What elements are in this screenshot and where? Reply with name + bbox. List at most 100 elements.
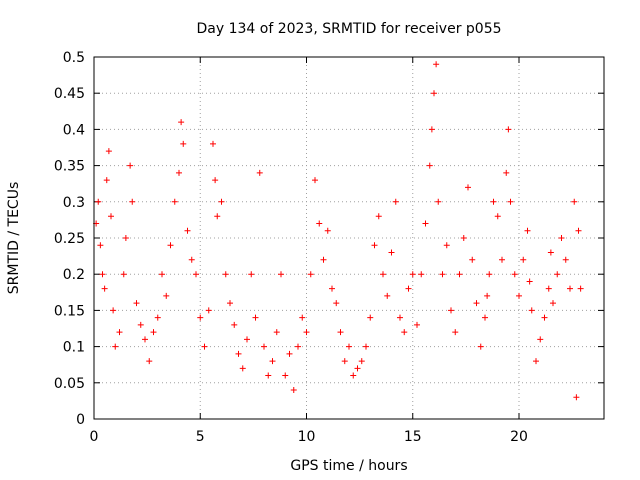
data-point: [533, 358, 539, 365]
data-point: [409, 271, 416, 278]
data-point: [261, 343, 267, 350]
data-point: [120, 271, 127, 278]
data-point: [171, 198, 178, 205]
data-point: [116, 329, 123, 336]
data-point: [363, 343, 369, 350]
data-point: [550, 300, 556, 307]
data-point: [503, 169, 510, 176]
data-point: [375, 213, 382, 220]
data-point: [159, 271, 165, 278]
data-point: [537, 336, 544, 343]
data-point: [575, 227, 582, 234]
data-point: [193, 271, 199, 278]
data-point: [333, 300, 340, 307]
data-point: [180, 140, 187, 147]
data-point: [205, 307, 212, 314]
data-point: [167, 242, 174, 249]
data-point: [380, 271, 386, 278]
data-point: [545, 285, 552, 292]
data-point: [388, 249, 395, 256]
data-point: [163, 292, 170, 299]
data-point: [312, 177, 318, 184]
data-point: [178, 119, 185, 126]
data-point: [371, 242, 378, 249]
y-tick-label: 0.05: [54, 376, 85, 392]
data-point: [146, 358, 153, 365]
data-point: [303, 329, 310, 336]
data-point: [516, 292, 522, 299]
data-point: [235, 350, 242, 357]
data-point: [346, 343, 352, 350]
points-layer: [93, 61, 584, 401]
data-point: [428, 126, 435, 133]
data-point: [465, 184, 471, 191]
data-point: [127, 162, 134, 169]
data-point: [511, 271, 518, 278]
data-point: [524, 227, 531, 234]
data-point: [95, 198, 102, 205]
data-point: [239, 365, 246, 372]
data-point: [142, 336, 148, 343]
data-point: [99, 271, 106, 278]
data-point: [150, 329, 157, 336]
data-point: [392, 198, 399, 205]
data-point: [405, 285, 412, 292]
data-point: [431, 90, 437, 97]
data-point: [426, 162, 433, 169]
data-point: [562, 256, 569, 263]
data-point: [105, 148, 112, 155]
data-point: [358, 358, 365, 365]
data-point: [218, 198, 225, 205]
data-point: [103, 177, 110, 184]
data-point: [324, 227, 331, 234]
data-point: [214, 213, 221, 220]
data-point: [443, 242, 450, 249]
data-point: [484, 292, 491, 299]
x-tick-label: 20: [510, 429, 528, 445]
data-point: [452, 329, 459, 336]
y-tick-label: 0.15: [54, 303, 85, 319]
data-point: [526, 278, 533, 285]
data-point: [469, 256, 476, 263]
y-tick-label: 0.4: [63, 122, 85, 138]
data-point: [108, 213, 114, 220]
data-point: [101, 285, 108, 292]
data-point: [482, 314, 488, 321]
data-point: [460, 235, 467, 241]
x-tick-label: 0: [90, 429, 99, 445]
y-tick-label: 0: [76, 412, 85, 428]
data-point: [435, 198, 442, 205]
data-point: [278, 271, 284, 278]
data-point: [520, 256, 527, 263]
data-point: [201, 343, 208, 350]
data-point: [477, 343, 484, 350]
y-tick-label: 0.1: [63, 340, 85, 356]
data-point: [252, 314, 259, 321]
data-point: [414, 321, 420, 328]
data-point: [384, 292, 391, 299]
data-point: [222, 271, 229, 278]
data-point: [212, 177, 219, 184]
y-tick-label: 0.45: [54, 86, 85, 102]
data-point: [210, 140, 216, 147]
data-point: [97, 242, 104, 249]
data-point: [337, 329, 344, 336]
data-point: [184, 227, 191, 234]
data-point: [541, 314, 548, 321]
data-point: [439, 271, 446, 278]
y-axis-label: SRMTID / TECUs: [6, 182, 22, 295]
x-tick-label: 15: [404, 429, 422, 445]
data-point: [350, 372, 357, 379]
data-point: [456, 271, 463, 278]
data-point: [273, 329, 280, 336]
data-point: [397, 314, 403, 321]
data-point: [110, 307, 117, 314]
data-point: [547, 249, 554, 256]
data-point: [320, 256, 327, 263]
data-point: [354, 365, 361, 372]
y-tick-label: 0.25: [54, 231, 85, 247]
data-point: [137, 321, 144, 328]
data-point: [507, 198, 514, 205]
plot-frame: [93, 56, 605, 420]
data-point: [401, 329, 408, 336]
